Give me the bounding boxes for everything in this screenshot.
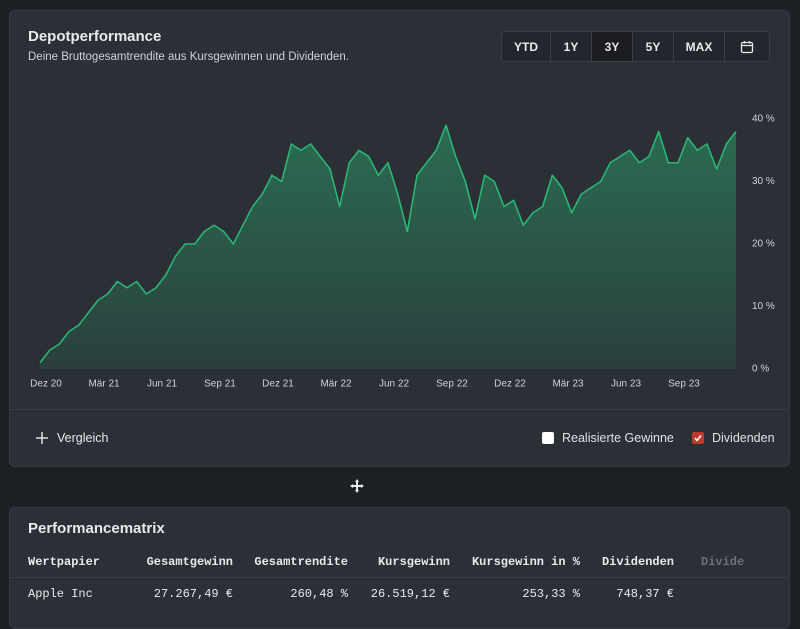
column-header: Kursgewinn: [378, 555, 450, 569]
x-tick-label: Mär 21: [88, 379, 120, 390]
move-icon[interactable]: [350, 479, 364, 493]
x-tick-label: Mär 23: [552, 379, 584, 390]
column-header: Gesamtrendite: [254, 555, 348, 569]
x-tick-label: Sep 21: [204, 379, 236, 390]
column-header: Divide: [701, 555, 744, 569]
checkbox-label: Realisierte Gewinne: [562, 431, 674, 445]
column-header: Wertpapier: [28, 555, 100, 569]
x-tick-label: Jun 21: [147, 379, 177, 390]
column-header: Gesamtgewinn: [147, 555, 233, 569]
checkbox-label: Dividenden: [712, 431, 775, 445]
checkbox-box: [692, 432, 704, 444]
column-header: Dividenden: [602, 555, 674, 569]
table-title: Performancematrix: [28, 520, 165, 537]
table-cell: 748,37 €: [616, 587, 674, 601]
y-tick-label: 0 %: [752, 364, 769, 375]
y-tick-label: 30 %: [752, 176, 775, 187]
y-tick-label: 40 %: [752, 114, 775, 125]
y-tick-label: 20 %: [752, 239, 775, 250]
page: Depotperformance Deine Bruttogesamtrendi…: [0, 0, 800, 602]
performance-chart: 0 % 10 % 20 % 30 % 40 % Dez 20 Mär 21 Jun 21 Sep…: [0, 0, 800, 400]
checkbox-dividends[interactable]: Dividenden: [692, 431, 775, 445]
divider: [10, 409, 788, 410]
y-tick-label: 10 %: [752, 301, 775, 312]
x-tick-label: Jun 22: [379, 379, 409, 390]
check-mark: [693, 433, 703, 443]
table-divider: [10, 577, 788, 578]
column-header: Kursgewinn in %: [472, 555, 580, 569]
checkbox-box: [542, 432, 554, 444]
compare-label: Vergleich: [57, 431, 108, 445]
table-cell: 27.267,49 €: [154, 587, 233, 601]
plus-icon: [36, 432, 48, 444]
x-tick-label: Dez 20: [30, 379, 62, 390]
table-cell: 26.519,12 €: [371, 587, 450, 601]
x-tick-label: Sep 22: [436, 379, 468, 390]
table-cell: Apple Inc: [28, 587, 93, 601]
table-cell: 253,33 %: [522, 587, 580, 601]
x-tick-label: Mär 22: [320, 379, 352, 390]
table-cell: 260,48 %: [290, 587, 348, 601]
x-tick-label: Dez 21: [262, 379, 294, 390]
compare-button[interactable]: Vergleich: [36, 431, 108, 445]
area-fill: [40, 125, 736, 369]
checkbox-realized[interactable]: Realisierte Gewinne: [542, 431, 674, 445]
x-tick-label: Dez 22: [494, 379, 526, 390]
x-tick-label: Jun 23: [611, 379, 641, 390]
x-tick-label: Sep 23: [668, 379, 700, 390]
